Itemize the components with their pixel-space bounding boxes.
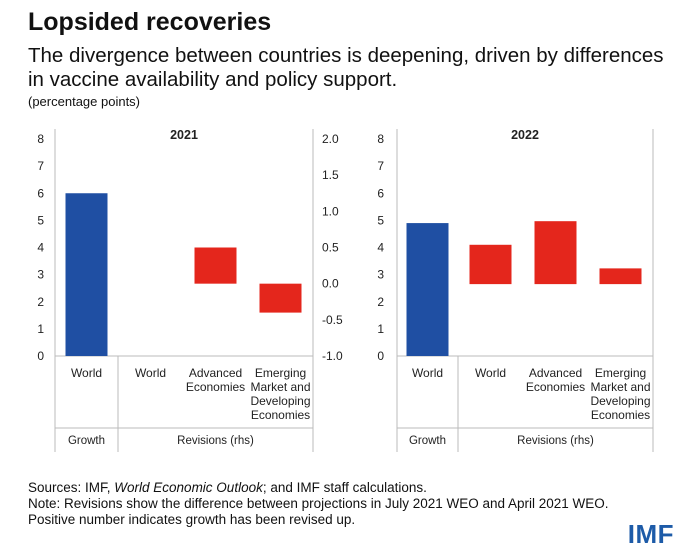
panel-title: 2021	[170, 128, 198, 142]
y-tick-label-left: 3	[37, 268, 44, 282]
category-label: World	[135, 366, 166, 380]
y-tick-label-right: -0.5	[322, 313, 343, 327]
y-tick-label-left: 0	[37, 349, 44, 363]
y-tick-label-left: 4	[37, 241, 44, 255]
revision-bar	[259, 283, 302, 313]
y-tick-label-right: 1.0	[322, 204, 339, 218]
chart-area: 2021 0 1 2 3 4 5 6 7 8 -1.0 -0.5 0.0 0.5 1.0 1.5 2.0 Worl…	[37, 128, 654, 452]
category-label: Advanced	[529, 366, 582, 380]
category-label: Advanced	[189, 366, 242, 380]
y-tick-label-left: 5	[37, 213, 44, 227]
y-tick-label-right: 0.5	[322, 241, 339, 255]
y-tick-label-left: 3	[377, 268, 384, 282]
category-label: World	[71, 366, 102, 380]
group-label-revisions: Revisions (rhs)	[517, 435, 594, 447]
y-tick-label-left: 2	[377, 295, 384, 309]
chart-title: Lopsided recoveries	[28, 8, 272, 36]
y-tick-label-right: 1.5	[322, 168, 339, 182]
category-label: Developing	[250, 394, 310, 408]
y-tick-label-left: 1	[377, 322, 384, 336]
growth-bar	[406, 223, 449, 356]
category-label: Developing	[590, 394, 650, 408]
y-tick-label-left: 7	[377, 159, 384, 173]
unit-label: (percentage points)	[28, 94, 141, 109]
y-tick-label-left: 6	[377, 186, 384, 200]
y-tick-label-left: 1	[37, 322, 44, 336]
y-tick-label-left: 4	[377, 241, 384, 255]
group-label-revisions: Revisions (rhs)	[177, 435, 254, 447]
category-label: Economies	[591, 408, 650, 422]
y-tick-label-right: 2.0	[322, 132, 339, 146]
chart-subtitle: The divergence between countries is deep…	[28, 44, 664, 91]
category-label: Market and	[250, 380, 310, 394]
panel-title: 2022	[511, 128, 539, 142]
source-note: Sources: IMF, World Economic Outlook; an…	[28, 480, 427, 495]
category-label: Emerging	[255, 366, 306, 380]
y-tick-label-left: 7	[37, 159, 44, 173]
imf-logo: IMF	[627, 519, 674, 549]
growth-bar	[65, 193, 108, 356]
y-tick-label-left: 0	[377, 349, 384, 363]
revision-bar	[534, 221, 577, 285]
y-tick-label-left: 8	[377, 132, 384, 146]
y-tick-label-left: 2	[37, 295, 44, 309]
y-tick-label-left: 5	[377, 213, 384, 227]
y-tick-label-right: 0.0	[322, 277, 339, 291]
revision-bar	[599, 268, 642, 285]
y-tick-label-right: -1.0	[322, 349, 343, 363]
group-label-growth: Growth	[409, 435, 446, 447]
category-label: World	[475, 366, 506, 380]
footer-notes: Sources: IMF, World Economic Outlook; an…	[28, 480, 678, 528]
category-label: Economies	[186, 380, 245, 394]
y-tick-label-left: 8	[37, 132, 44, 146]
revision-note: Note: Revisions show the difference betw…	[28, 496, 609, 511]
group-label-growth: Growth	[68, 435, 105, 447]
category-label: World	[412, 366, 443, 380]
category-label: Emerging	[595, 366, 646, 380]
revision-bar	[469, 244, 512, 285]
category-label: Market and	[590, 380, 650, 394]
category-label: Economies	[251, 408, 310, 422]
category-label: Economies	[526, 380, 585, 394]
y-tick-label-left: 6	[37, 186, 44, 200]
revision-bar	[194, 247, 237, 284]
positive-note: Positive number indicates growth has bee…	[28, 512, 356, 527]
